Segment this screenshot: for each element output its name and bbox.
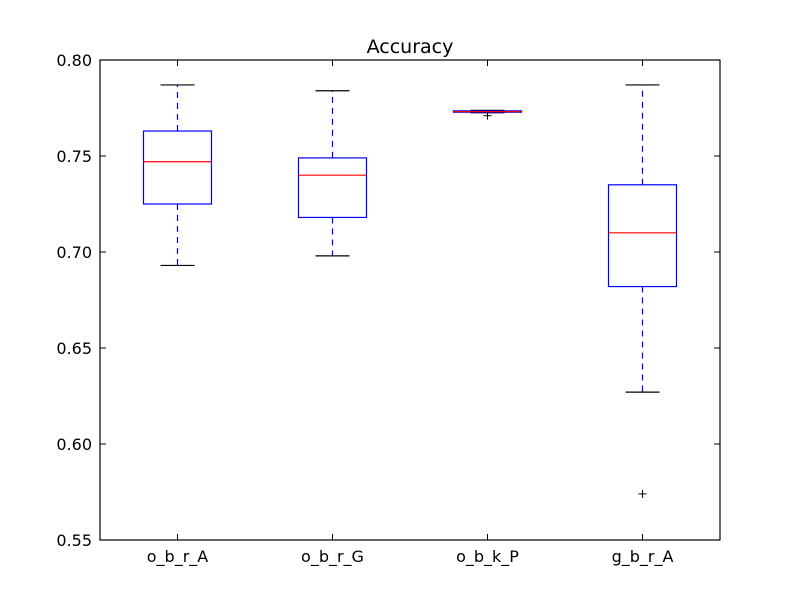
y-tick-label: 0.70 xyxy=(56,243,92,262)
y-tick-label: 0.60 xyxy=(56,435,92,454)
box-iqr xyxy=(142,130,213,205)
axes-frame xyxy=(99,59,721,541)
box-iqr xyxy=(297,157,368,219)
plot-area: 0.55 0.60 0.65 0.70 0.75 0.80 o_b_r_A o_b_r_G o_… xyxy=(56,51,721,567)
x-tick-label: o_b_r_A xyxy=(147,547,209,567)
x-tick-label: g_b_r_A xyxy=(612,547,674,567)
outlier-marker xyxy=(638,489,647,498)
y-tick-label: 0.80 xyxy=(56,51,92,70)
x-tick-label: o_b_r_G xyxy=(301,547,364,567)
x-tick-label: o_b_k_P xyxy=(456,547,519,567)
outlier-marker xyxy=(483,111,492,120)
chart-title: Accuracy xyxy=(367,36,454,58)
y-tick-label: 0.55 xyxy=(56,531,92,550)
box-iqr xyxy=(607,184,678,288)
y-tick-label: 0.65 xyxy=(56,339,92,358)
y-tick-label: 0.75 xyxy=(56,147,92,166)
